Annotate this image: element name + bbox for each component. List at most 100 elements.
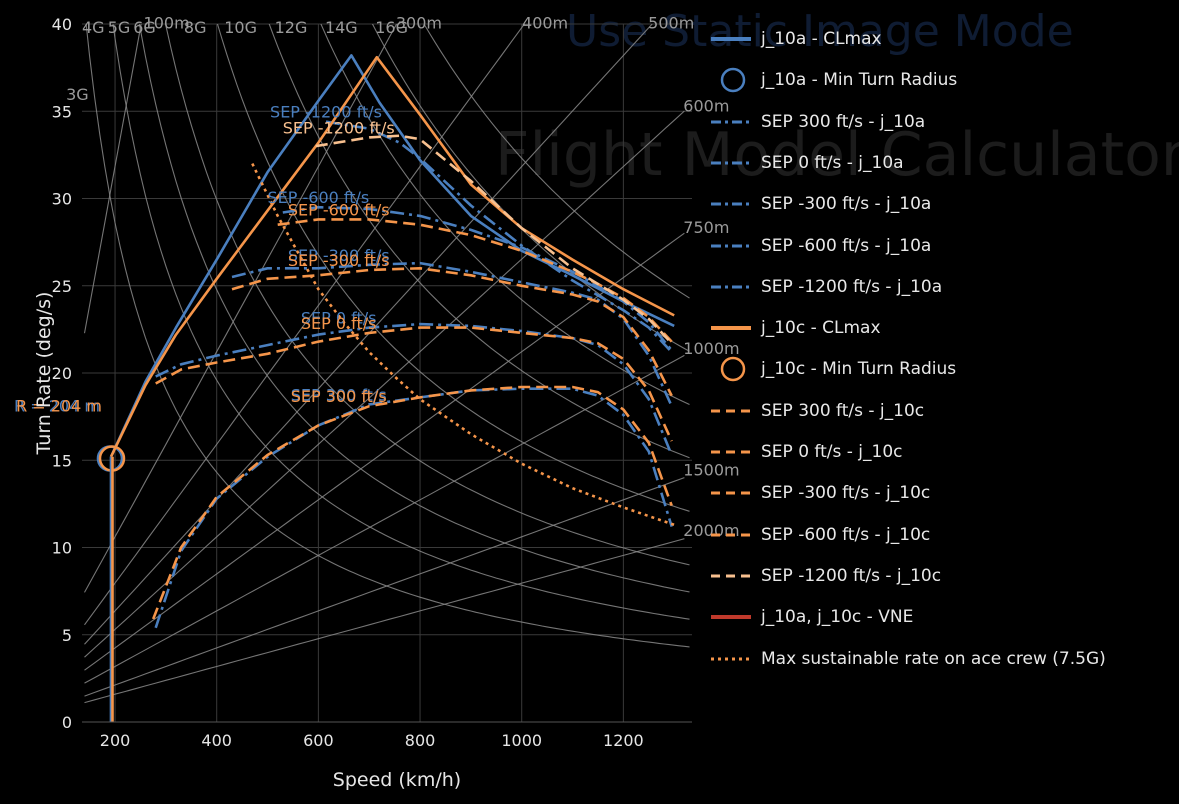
turn-radius-line bbox=[84, 477, 685, 697]
legend-item[interactable]: j_10c - CLmax bbox=[708, 313, 1168, 343]
legend-label: SEP -1200 ft/s - j_10a bbox=[761, 276, 943, 297]
turn-radius-label: 600m bbox=[683, 97, 729, 116]
turn-radius-line bbox=[84, 354, 685, 684]
legend-label: SEP 300 ft/s - j_10c bbox=[761, 400, 925, 421]
legend-label: j_10c - Min Turn Radius bbox=[761, 359, 957, 380]
y-tick-label: 35 bbox=[52, 102, 72, 121]
series-line bbox=[109, 55, 675, 458]
turn-radius-label: 750m bbox=[683, 218, 729, 237]
y-tick-label: 40 bbox=[52, 15, 72, 34]
x-tick-label: 1200 bbox=[603, 731, 644, 750]
legend-item[interactable]: SEP 0 ft/s - j_10a bbox=[708, 148, 1168, 178]
legend-item[interactable]: Max sustainable rate on ace crew (7.5G) bbox=[708, 644, 1168, 674]
series-line bbox=[251, 163, 675, 527]
legend-swatch bbox=[720, 357, 746, 382]
y-tick-label: 5 bbox=[62, 626, 72, 645]
y-axis-title: Turn Rate (deg/s) bbox=[33, 292, 55, 456]
sep-curve-label: SEP -1200 ft/s bbox=[283, 118, 395, 137]
series-line bbox=[277, 218, 673, 343]
legend-item[interactable]: j_10c - Min Turn Radius bbox=[708, 354, 1168, 384]
legend-label: SEP 0 ft/s - j_10a bbox=[761, 152, 904, 173]
legend-item[interactable]: SEP 300 ft/s - j_10a bbox=[708, 107, 1168, 137]
legend-item[interactable]: j_10a - CLmax bbox=[708, 24, 1168, 54]
x-tick-label: 600 bbox=[303, 731, 334, 750]
turn-radius-line bbox=[84, 538, 685, 704]
sep-curve-label: SEP -300 ft/s bbox=[288, 246, 390, 265]
series-line bbox=[155, 326, 673, 442]
turn-radius-line bbox=[84, 232, 685, 671]
legend-swatch bbox=[711, 202, 751, 206]
legend-swatch bbox=[711, 533, 751, 537]
series-line bbox=[151, 385, 673, 620]
y-tick-label: 15 bbox=[52, 451, 72, 470]
g-load-line bbox=[164, 24, 690, 566]
sep-curve-label: SEP -600 ft/s bbox=[288, 200, 390, 219]
turn-radius-label: 2000m bbox=[683, 521, 739, 540]
legend-swatch bbox=[711, 37, 751, 41]
sep-curve-label: SEP 300 ft/s bbox=[291, 385, 387, 404]
sep-curve-label: SEP 0 ft/s bbox=[301, 309, 377, 328]
y-tick-label: 30 bbox=[52, 190, 72, 209]
series-line bbox=[231, 261, 673, 407]
legend-item[interactable]: SEP 0 ft/s - j_10c bbox=[708, 437, 1168, 467]
legend-swatch bbox=[711, 615, 751, 620]
g-load-label: 16G bbox=[375, 18, 408, 37]
legend-swatch bbox=[711, 326, 751, 331]
series-labels: R = 204 m SEP 300 ft/s SEP 0 ft/s SEP -300 … bbox=[14, 103, 395, 416]
turn-radius-label: 300m bbox=[396, 14, 442, 33]
legend-label: SEP -300 ft/s - j_10c bbox=[761, 483, 931, 504]
x-tick-label: 400 bbox=[201, 731, 232, 750]
turn-radius-line bbox=[84, 24, 526, 626]
sep-curve-label: SEP -300 ft/s bbox=[288, 251, 390, 270]
series-line bbox=[282, 205, 673, 352]
legend-label: j_10a - CLmax bbox=[761, 29, 882, 49]
legend-label: Max sustainable rate on ace crew (7.5G) bbox=[761, 648, 1106, 669]
turn-radius-line bbox=[84, 24, 653, 645]
legend-label: SEP -600 ft/s - j_10a bbox=[761, 235, 932, 256]
y-tick-label: 10 bbox=[52, 539, 72, 558]
g-load-label: 10G bbox=[224, 18, 257, 37]
x-tick-label: 200 bbox=[100, 731, 131, 750]
legend-marker bbox=[720, 68, 746, 93]
turn-radius-line bbox=[84, 24, 398, 593]
min-turn-radius-annotation: R = 204 m bbox=[14, 397, 100, 416]
legend-label: SEP -300 ft/s - j_10a bbox=[761, 194, 932, 215]
series-line bbox=[154, 387, 673, 629]
legend-item[interactable]: SEP -1200 ft/s - j_10a bbox=[708, 272, 1168, 302]
series-line bbox=[155, 322, 673, 456]
legend-item[interactable]: SEP 300 ft/s - j_10c bbox=[708, 396, 1168, 426]
g-load-line bbox=[138, 24, 690, 593]
g-load-label: 14G bbox=[325, 18, 358, 37]
min-turn-radius-annotation: R = 204 m bbox=[16, 397, 102, 416]
y-tick-label: 25 bbox=[52, 277, 72, 296]
sep-curve-label: SEP 0 ft/s bbox=[301, 314, 377, 333]
g-load-label: 5G bbox=[108, 18, 131, 37]
g-load-label: 6G bbox=[133, 18, 156, 37]
series-line bbox=[325, 120, 673, 353]
turn-radius-label: 100m bbox=[144, 14, 190, 33]
legend-swatch bbox=[711, 491, 751, 495]
legend-item[interactable]: SEP -600 ft/s - j_10c bbox=[708, 520, 1168, 550]
reference-labels: 3G 4G 5G 6G 8G 10G 12G 14G 16G 100m 300m 400m 500m 60… bbox=[66, 14, 739, 540]
legend-swatch bbox=[711, 285, 751, 289]
legend-item[interactable]: SEP -300 ft/s - j_10c bbox=[708, 478, 1168, 508]
g-load-label: 4G bbox=[82, 18, 105, 37]
legend-label: SEP 300 ft/s - j_10a bbox=[761, 111, 926, 132]
legend-label: SEP 0 ft/s - j_10c bbox=[761, 442, 903, 462]
legend-swatch bbox=[711, 657, 751, 660]
legend-item[interactable]: j_10a, j_10c - VNE bbox=[708, 602, 1168, 632]
g-load-label: 12G bbox=[275, 18, 308, 37]
g-load-line bbox=[320, 24, 690, 405]
legend-item[interactable]: j_10a - Min Turn Radius bbox=[708, 65, 1168, 95]
legend-item[interactable]: SEP -600 ft/s - j_10a bbox=[708, 231, 1168, 261]
x-tick-label: 1000 bbox=[501, 731, 542, 750]
turn-radius-label: 400m bbox=[522, 14, 568, 33]
legend-item[interactable]: SEP -300 ft/s - j_10a bbox=[708, 189, 1168, 219]
legend-label: SEP -1200 ft/s - j_10c bbox=[761, 565, 942, 586]
legend-swatch bbox=[711, 161, 751, 165]
g-load-line bbox=[371, 24, 690, 352]
legend-item[interactable]: SEP -1200 ft/s - j_10c bbox=[708, 561, 1168, 591]
turn-radius-label: 500m bbox=[648, 14, 694, 33]
legend-swatch bbox=[711, 120, 751, 124]
